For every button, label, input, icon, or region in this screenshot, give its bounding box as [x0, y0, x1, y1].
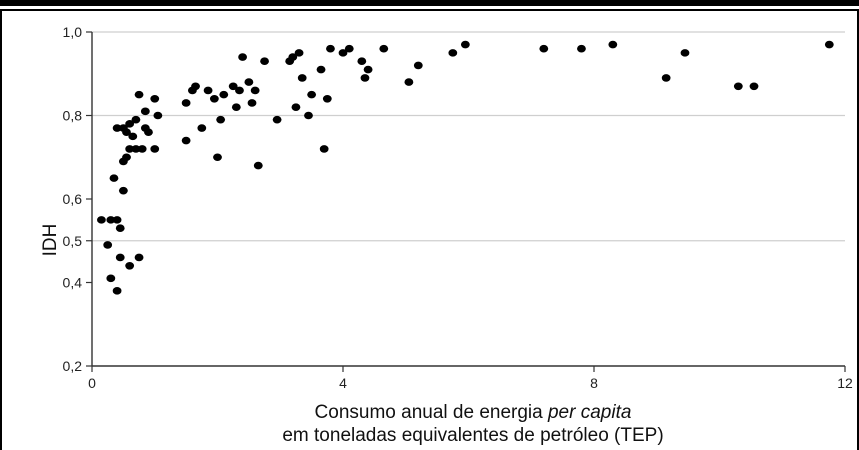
data-point-8 — [115, 253, 125, 262]
data-point-61 — [338, 49, 348, 57]
x-tick-label-0: 0 — [88, 375, 96, 391]
data-point-39 — [219, 90, 229, 99]
data-point-52 — [291, 103, 301, 111]
data-point-54 — [297, 74, 307, 82]
x-axis-title-italic: per capita — [547, 402, 631, 423]
data-point-40 — [228, 82, 238, 91]
data-point-44 — [244, 78, 254, 86]
data-point-5 — [112, 287, 122, 295]
data-point-55 — [304, 111, 313, 120]
data-point-59 — [322, 95, 332, 103]
data-point-51 — [288, 53, 298, 61]
data-point-76 — [733, 82, 743, 91]
data-point-42 — [235, 86, 244, 95]
gridlines — [92, 31, 845, 242]
data-point-62 — [344, 44, 354, 53]
data-point-68 — [413, 61, 423, 70]
data-point-2 — [106, 216, 116, 224]
data-point-0 — [97, 216, 106, 224]
data-point-45 — [247, 99, 257, 107]
data-point-3 — [106, 274, 116, 283]
data-point-57 — [316, 65, 326, 74]
data-point-75 — [680, 49, 690, 57]
data-point-20 — [131, 115, 141, 124]
data-point-21 — [134, 90, 144, 99]
top-border-bar — [0, 0, 859, 6]
data-point-72 — [577, 44, 586, 53]
data-point-67 — [404, 78, 414, 86]
data-point-58 — [319, 145, 329, 153]
data-point-1 — [103, 241, 113, 249]
data-point-73 — [608, 40, 618, 49]
data-point-24 — [140, 107, 150, 116]
data-point-37 — [213, 153, 222, 162]
left-border-line — [0, 9, 2, 450]
data-point-10 — [118, 186, 128, 195]
data-point-60 — [326, 44, 335, 53]
data-point-66 — [379, 44, 389, 53]
y-tick-label-4: 0,8 — [63, 108, 83, 124]
data-point-33 — [191, 82, 200, 91]
data-point-17 — [125, 120, 135, 128]
top-border-line — [0, 9, 859, 11]
y-tick-label-3: 0,6 — [63, 191, 83, 207]
data-point-35 — [203, 86, 213, 95]
data-point-15 — [125, 262, 135, 270]
data-point-74 — [661, 74, 671, 82]
data-points — [97, 40, 834, 295]
data-point-14 — [122, 128, 131, 136]
data-point-47 — [253, 161, 263, 170]
data-point-23 — [137, 145, 147, 153]
y-tick-label-1: 0,4 — [63, 275, 83, 291]
data-point-46 — [250, 86, 260, 95]
data-point-53 — [294, 49, 304, 57]
data-point-48 — [260, 57, 269, 66]
data-point-77 — [749, 82, 759, 91]
data-point-13 — [122, 153, 131, 162]
data-point-63 — [357, 57, 367, 66]
data-point-56 — [307, 90, 317, 99]
x-axis-title-line1: Consumo anual de energia per capita — [315, 402, 632, 423]
data-point-34 — [197, 124, 207, 132]
data-point-19 — [131, 145, 141, 153]
x-tick-label-1: 4 — [339, 375, 347, 391]
data-point-28 — [150, 145, 160, 153]
data-point-4 — [109, 174, 119, 182]
data-point-22 — [134, 253, 144, 262]
x-tick-label-3: 12 — [837, 375, 853, 391]
data-point-29 — [153, 111, 163, 120]
y-axis-title: IDH — [40, 224, 61, 257]
y-tick-label-2: 0,5 — [63, 233, 83, 249]
data-point-49 — [272, 115, 282, 124]
data-point-65 — [363, 65, 373, 74]
data-point-18 — [128, 132, 138, 141]
x-axis-title-line2: em toneladas equivalentes de petróleo (T… — [282, 425, 663, 446]
y-tick-label-5: 1,0 — [63, 24, 83, 40]
data-point-64 — [360, 74, 370, 82]
data-point-71 — [539, 44, 549, 53]
y-tick-label-0: 0,2 — [63, 358, 83, 374]
data-point-16 — [125, 145, 135, 153]
data-point-27 — [150, 95, 160, 103]
right-border-line — [857, 9, 859, 450]
data-point-30 — [181, 99, 191, 107]
data-point-43 — [238, 53, 248, 61]
x-tick-label-2: 8 — [590, 375, 598, 391]
data-point-7 — [112, 216, 122, 224]
data-point-9 — [115, 224, 125, 233]
data-point-31 — [181, 136, 191, 145]
data-point-38 — [216, 115, 226, 124]
data-point-78 — [824, 40, 834, 49]
data-point-69 — [448, 49, 458, 57]
data-point-41 — [231, 103, 241, 111]
axes — [91, 32, 845, 367]
data-point-70 — [460, 40, 470, 49]
data-point-36 — [209, 95, 219, 103]
tick-labels: 0,2 0,4 0,5 0,6 0,8 1,0 0 4 8 12 — [63, 24, 853, 391]
data-point-26 — [144, 128, 153, 136]
data-point-6 — [112, 124, 122, 132]
x-axis-title-prefix: Consumo anual de energia — [315, 402, 548, 423]
